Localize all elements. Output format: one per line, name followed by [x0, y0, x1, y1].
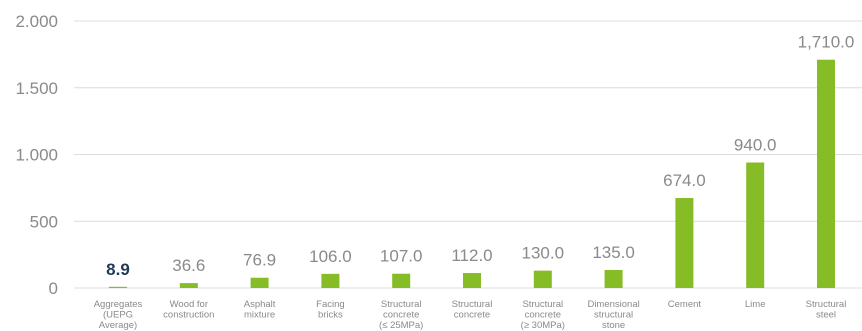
data-label: 106.0	[309, 247, 352, 266]
x-tick-label-line: Aggregates	[94, 299, 143, 310]
x-tick-label-line: concrete	[383, 310, 419, 321]
x-tick-label-line: mixture	[244, 310, 275, 321]
bar	[179, 283, 198, 288]
bar	[109, 286, 127, 288]
x-tick-label: Dimensional structural stone	[587, 299, 639, 331]
x-tick-label-line: Structural	[806, 299, 847, 310]
data-label: 112.0	[451, 246, 492, 265]
x-tick-label-line: Facing	[316, 299, 345, 310]
data-label: 8.9	[106, 260, 130, 279]
bar	[533, 270, 552, 288]
bar	[392, 273, 411, 288]
data-labels: 8.9 36.6 76.9 106.0 107.0 112.0 130.0 135.0 674.…	[106, 33, 854, 279]
y-tick-label: 1.500	[15, 79, 58, 98]
x-tick-label-line: Asphalt	[244, 299, 276, 310]
x-tick-label-line: (UEPG	[103, 310, 133, 321]
bar	[463, 273, 481, 288]
x-tick-label: Lime	[745, 299, 766, 310]
x-tick-label-line: Cement	[668, 299, 702, 310]
bar	[817, 59, 835, 289]
data-label: 940.0	[734, 136, 777, 155]
data-label: 674.0	[663, 171, 706, 190]
x-tick-label: Structural concrete	[452, 299, 493, 321]
x-tick-label: Structural concrete (≥ 30MPa)	[521, 299, 565, 331]
x-tick-label: Structural steel	[806, 299, 847, 321]
x-tick-label-line: structural	[594, 310, 633, 321]
data-label: 135.0	[592, 243, 635, 262]
x-tick-label-line: construction	[163, 310, 214, 321]
y-tick-label: 2.000	[15, 12, 58, 31]
bars	[109, 59, 835, 289]
data-label: 1,710.0	[798, 33, 855, 52]
x-tick-label: Cement	[668, 299, 702, 310]
gridlines	[74, 20, 862, 289]
data-label: 36.6	[172, 256, 205, 275]
x-tick-label-line: Lime	[745, 299, 766, 310]
x-tick-label-line: (≤ 25MPa)	[379, 320, 423, 331]
x-tick-label: Wood for construction	[163, 299, 214, 321]
x-tick-label-line: steel	[816, 310, 836, 321]
y-tick-label: 0	[49, 279, 58, 298]
x-tick-label: Aggregates (UEPG Average)	[94, 299, 143, 331]
x-tick-label-line: Dimensional	[587, 299, 639, 310]
bar	[321, 273, 340, 288]
x-axis-labels: Aggregates (UEPG Average) Wood for construct…	[94, 299, 847, 331]
bar	[746, 162, 765, 288]
bar	[675, 198, 694, 288]
x-tick-label: Asphalt mixture	[244, 299, 276, 321]
bar	[604, 269, 623, 288]
data-label: 107.0	[380, 247, 423, 266]
bar	[250, 277, 269, 288]
x-tick-label-line: Average)	[99, 320, 137, 331]
data-label: 76.9	[243, 251, 276, 270]
x-tick-label-line: concrete	[454, 310, 490, 321]
data-label: 130.0	[522, 244, 565, 263]
x-tick-label: Facing bricks	[316, 299, 345, 321]
x-tick-label-line: Structural	[381, 299, 422, 310]
x-tick-label-line: concrete	[525, 310, 561, 321]
x-tick-label-line: stone	[602, 320, 625, 331]
x-tick-label-line: (≥ 30MPa)	[521, 320, 565, 331]
x-tick-label-line: Structural	[522, 299, 563, 310]
y-tick-label: 1.000	[15, 146, 58, 165]
y-tick-label: 500	[30, 212, 58, 231]
y-axis-ticks: 0 500 1.000 1.500 2.000	[15, 12, 58, 298]
x-tick-label-line: bricks	[318, 310, 343, 321]
x-tick-label-line: Wood for	[170, 299, 208, 310]
x-tick-label-line: Structural	[452, 299, 493, 310]
x-tick-label: Structural concrete (≤ 25MPa)	[379, 299, 423, 331]
